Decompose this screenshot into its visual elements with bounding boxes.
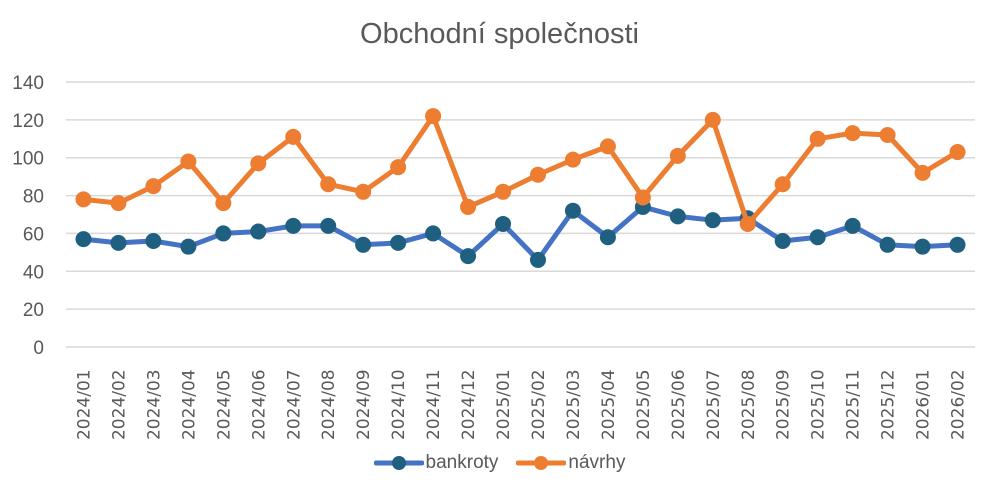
x-tick-label: 2024/10 (389, 369, 409, 440)
y-tick-label: 40 (23, 262, 44, 283)
data-point (145, 233, 162, 249)
data-point (75, 191, 92, 208)
y-tick-label: 140 (12, 73, 44, 94)
data-point (110, 195, 127, 212)
x-tick-label: 2024/07 (284, 369, 304, 440)
data-point (844, 125, 861, 142)
data-point (599, 138, 616, 155)
x-tick-label: 2024/08 (319, 369, 339, 440)
x-tick-label: 2024/05 (214, 369, 234, 440)
x-tick-label: 2025/08 (739, 369, 759, 440)
data-point (669, 208, 686, 225)
legend-item-navrhy: návrhy (516, 452, 625, 474)
data-point (425, 108, 442, 125)
data-point (669, 147, 686, 164)
data-point (599, 229, 616, 246)
data-point (285, 128, 302, 145)
x-tick-label: 2025/12 (879, 369, 899, 440)
data-point (460, 198, 477, 215)
data-point (529, 251, 546, 268)
data-point (739, 215, 756, 232)
y-tick-label: 0 (33, 338, 44, 359)
x-tick-label: 2024/12 (459, 369, 479, 440)
data-point (809, 229, 826, 246)
x-tick-label: 2025/01 (494, 369, 514, 440)
data-point (75, 231, 92, 248)
data-point (425, 225, 442, 242)
data-point (529, 166, 546, 183)
legend-marker-navrhy-icon (516, 456, 567, 470)
data-point (250, 223, 267, 240)
x-tick-label: 2025/02 (529, 369, 549, 440)
y-tick-label: 60 (23, 224, 44, 245)
data-point (320, 176, 337, 193)
data-point (215, 225, 232, 242)
data-point (285, 217, 302, 234)
legend-label: návrhy (568, 452, 626, 473)
x-tick-label: 2025/03 (564, 369, 584, 440)
x-tick-label: 2024/11 (424, 369, 444, 440)
y-tick-label: 80 (23, 187, 44, 208)
x-tick-label: 2024/01 (74, 369, 94, 440)
data-point (949, 144, 966, 161)
data-point (634, 189, 651, 206)
x-tick-label: 2024/03 (144, 369, 164, 440)
y-tick-label: 120 (12, 111, 44, 132)
x-tick-label: 2024/02 (109, 369, 129, 440)
data-point (250, 155, 267, 172)
x-tick-label: 2025/04 (599, 369, 619, 440)
data-point (564, 202, 581, 219)
data-point (355, 183, 372, 200)
x-tick-label: 2024/09 (354, 369, 374, 440)
legend-marker-bankroty-icon (373, 456, 424, 470)
data-point (390, 159, 407, 176)
data-point (704, 212, 721, 229)
data-point (215, 195, 232, 212)
data-point (879, 236, 896, 253)
data-point (320, 217, 337, 234)
x-tick-label: 2025/09 (774, 369, 794, 440)
x-tick-label: 2025/11 (844, 369, 864, 440)
series-line-návrhy (83, 113, 959, 227)
x-tick-label: 2025/06 (669, 369, 689, 440)
x-tick-label: 2026/02 (949, 369, 969, 440)
data-point (355, 236, 372, 253)
x-tick-label: 2024/06 (249, 369, 269, 440)
x-tick-label: 2025/07 (704, 369, 724, 440)
data-point (390, 234, 407, 251)
x-tick-label: 2025/10 (809, 369, 829, 440)
data-point (110, 234, 127, 251)
data-point (180, 238, 197, 255)
legend-item-bankroty: bankroty (373, 452, 499, 474)
data-point (914, 238, 931, 255)
data-point (949, 236, 966, 253)
chart-title: Obchodní společnosti (360, 18, 639, 50)
x-tick-label: 2024/04 (179, 369, 199, 440)
data-point (495, 215, 512, 232)
x-tick-label: 2025/05 (634, 369, 654, 440)
data-point (180, 153, 197, 170)
data-point (704, 111, 721, 128)
x-tick-label: 2026/01 (914, 369, 934, 440)
data-point (774, 176, 791, 193)
legend: bankroty návrhy (0, 452, 999, 474)
data-point (914, 164, 931, 181)
data-point (774, 233, 791, 249)
data-point (844, 217, 861, 234)
data-point (564, 151, 581, 168)
data-point (495, 183, 512, 200)
data-point (145, 178, 162, 195)
data-point (879, 127, 896, 143)
y-tick-label: 100 (12, 149, 44, 170)
data-point (460, 248, 477, 265)
legend-label: bankroty (425, 452, 499, 473)
data-point (809, 130, 826, 147)
y-tick-label: 20 (23, 300, 44, 321)
